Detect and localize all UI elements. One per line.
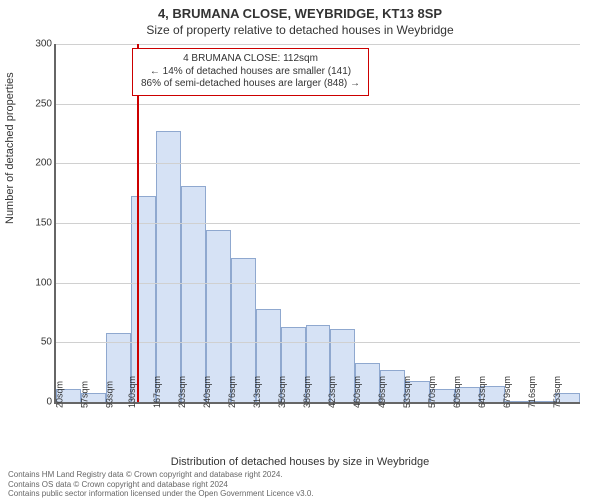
- footer-line: Contains public sector information licen…: [8, 489, 314, 498]
- bar: [131, 196, 156, 402]
- gridline: [56, 342, 580, 343]
- chart-title-subtitle: Size of property relative to detached ho…: [0, 21, 600, 37]
- x-tick-label: 240sqm: [202, 376, 212, 408]
- bar: [181, 186, 206, 402]
- x-tick-label: 753sqm: [552, 376, 562, 408]
- chart-footer: Contains HM Land Registry data © Crown c…: [8, 470, 314, 498]
- annotation-line: 86% of semi-detached houses are larger (…: [141, 78, 360, 91]
- y-tick-label: 100: [22, 277, 52, 288]
- x-tick-label: 533sqm: [402, 376, 412, 408]
- footer-line: Contains OS data © Crown copyright and d…: [8, 480, 314, 489]
- gridline: [56, 283, 580, 284]
- annotation-line: ← 14% of detached houses are smaller (14…: [141, 66, 360, 79]
- x-tick-label: 606sqm: [452, 376, 462, 408]
- marker-line: [137, 44, 139, 402]
- x-tick-label: 679sqm: [502, 376, 512, 408]
- y-tick-label: 250: [22, 98, 52, 109]
- annotation-box: 4 BRUMANA CLOSE: 112sqm← 14% of detached…: [132, 48, 369, 96]
- gridline: [56, 223, 580, 224]
- y-tick-label: 50: [22, 337, 52, 348]
- y-tick-label: 0: [22, 397, 52, 408]
- x-tick-label: 276sqm: [227, 376, 237, 408]
- x-tick-label: 716sqm: [527, 376, 537, 408]
- chart-title-address: 4, BRUMANA CLOSE, WEYBRIDGE, KT13 8SP: [0, 0, 600, 21]
- x-tick-label: 350sqm: [277, 376, 287, 408]
- x-tick-label: 57sqm: [80, 381, 90, 408]
- y-tick-label: 200: [22, 158, 52, 169]
- x-tick-label: 570sqm: [427, 376, 437, 408]
- gridline: [56, 104, 580, 105]
- x-tick-label: 313sqm: [252, 376, 262, 408]
- footer-line: Contains HM Land Registry data © Crown c…: [8, 470, 314, 479]
- x-tick-label: 130sqm: [127, 376, 137, 408]
- x-tick-label: 20sqm: [55, 381, 65, 408]
- x-tick-label: 167sqm: [152, 376, 162, 408]
- bar: [156, 131, 181, 402]
- y-tick-label: 150: [22, 218, 52, 229]
- x-tick-label: 93sqm: [105, 381, 115, 408]
- gridline: [56, 163, 580, 164]
- annotation-line: 4 BRUMANA CLOSE: 112sqm: [141, 53, 360, 66]
- x-tick-label: 386sqm: [302, 376, 312, 408]
- x-tick-label: 423sqm: [327, 376, 337, 408]
- x-tick-label: 643sqm: [477, 376, 487, 408]
- x-tick-label: 460sqm: [352, 376, 362, 408]
- x-tick-label: 496sqm: [377, 376, 387, 408]
- chart-plot-area: 20sqm57sqm93sqm130sqm167sqm203sqm240sqm2…: [54, 44, 580, 404]
- y-axis-label: Number of detached properties: [4, 72, 16, 224]
- x-tick-label: 203sqm: [177, 376, 187, 408]
- y-tick-label: 300: [22, 39, 52, 50]
- gridline: [56, 44, 580, 45]
- x-axis-label: Distribution of detached houses by size …: [0, 456, 600, 468]
